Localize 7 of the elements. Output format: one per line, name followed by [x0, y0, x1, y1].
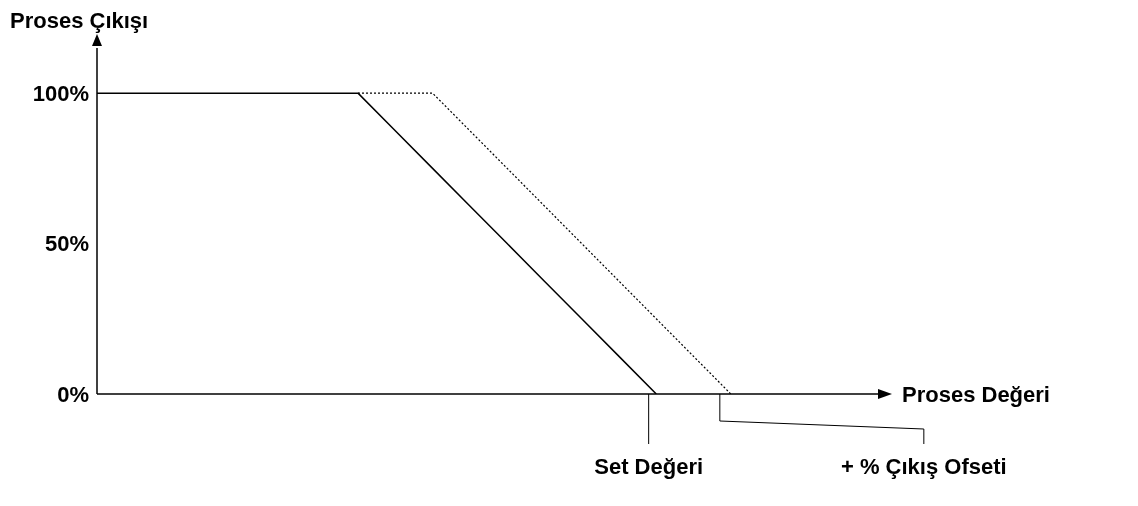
y-tick-label: 50%	[44, 231, 89, 257]
y-tick-label: 100%	[32, 80, 89, 106]
y-tick-label: 0%	[57, 381, 89, 407]
y-axis-title: Proses Çıkışı	[10, 8, 149, 33]
x-axis-title: Proses Değeri	[902, 382, 1050, 407]
text: + % Çıkış Ofseti	[841, 454, 1007, 479]
text: Set Değeri	[594, 454, 704, 479]
